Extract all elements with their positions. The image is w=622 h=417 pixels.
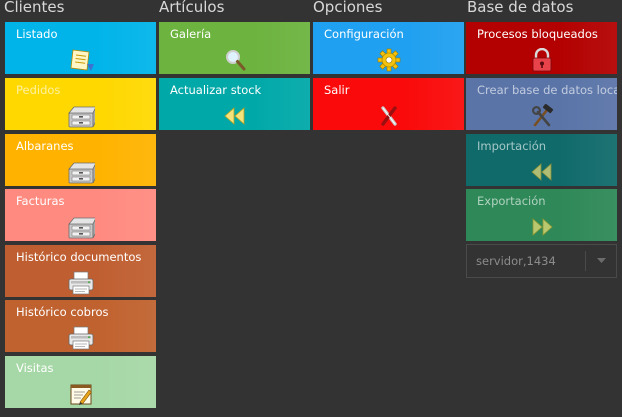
tile-shade [96, 134, 156, 186]
archive-drawer-icon [67, 215, 95, 239]
header-base-de-datos: Base de datos [467, 0, 574, 16]
header-opciones: Opciones [313, 0, 383, 16]
header-articulos: Artículos [159, 0, 225, 16]
padlock-icon [528, 48, 556, 72]
tools-icon [528, 104, 556, 128]
archive-drawer-icon [67, 160, 95, 184]
salir-tile[interactable]: Salir [313, 78, 464, 130]
tile-shade [404, 22, 464, 74]
header-clientes: Clientes [4, 0, 65, 16]
configuracion-label: Configuración [324, 27, 404, 41]
listado-label: Listado [16, 27, 58, 41]
actualizar-stock-label: Actualizar stock [170, 83, 262, 97]
facturas-label: Facturas [16, 194, 65, 208]
listado-tile[interactable]: Listado [5, 22, 156, 74]
gear-icon [375, 48, 403, 72]
fast-forward-icon [528, 215, 556, 239]
tile-shade [404, 78, 464, 130]
tile-shade [96, 356, 156, 408]
archive-drawer-icon [67, 104, 95, 128]
galeria-label: Galería [170, 27, 212, 41]
tile-shade [557, 134, 617, 186]
chevron-down-icon[interactable] [586, 245, 616, 277]
visitas-label: Visitas [16, 361, 54, 375]
historico-cobros-label: Histórico cobros [16, 305, 109, 319]
salir-label: Salir [324, 83, 350, 97]
pedidos-tile[interactable]: Pedidos [5, 78, 156, 130]
tile-shade [96, 22, 156, 74]
tile-shade [250, 22, 310, 74]
actualizar-stock-tile[interactable]: Actualizar stock [159, 78, 310, 130]
printer-icon [67, 271, 95, 295]
tile-shade [250, 78, 310, 130]
tile-shade [557, 78, 617, 130]
galeria-tile[interactable]: Galería [159, 22, 310, 74]
pedidos-label: Pedidos [16, 83, 61, 97]
tile-shade [557, 189, 617, 241]
servidor-combobox[interactable]: servidor,1434 [466, 244, 617, 278]
tile-shade [96, 300, 156, 352]
albaranes-tile[interactable]: Albaranes [5, 134, 156, 186]
notepad-pencil-icon [67, 382, 95, 406]
tile-shade [96, 78, 156, 130]
crear-base-local-tile[interactable]: Crear base de datos local [466, 78, 617, 130]
magnifier-icon [221, 48, 249, 72]
rewind-icon [221, 104, 249, 128]
historico-documentos-tile[interactable]: Histórico documentos [5, 245, 156, 297]
tile-shade [557, 22, 617, 74]
rewind-icon [528, 160, 556, 184]
crear-base-local-label: Crear base de datos local [477, 83, 617, 97]
historico-documentos-label: Histórico documentos [16, 250, 142, 264]
exit-x-icon [375, 104, 403, 128]
tile-shade [96, 189, 156, 241]
facturas-tile[interactable]: Facturas [5, 189, 156, 241]
importacion-tile[interactable]: Importación [466, 134, 617, 186]
importacion-label: Importación [477, 139, 547, 153]
list-document-icon [67, 48, 95, 72]
procesos-bloqueados-label: Procesos bloqueados [477, 27, 598, 41]
historico-cobros-tile[interactable]: Histórico cobros [5, 300, 156, 352]
configuracion-tile[interactable]: Configuración [313, 22, 464, 74]
procesos-bloqueados-tile[interactable]: Procesos bloqueados [466, 22, 617, 74]
combobox-separator [585, 251, 586, 271]
servidor-value: servidor,1434 [476, 254, 556, 268]
printer-icon [67, 326, 95, 350]
exportacion-tile[interactable]: Exportación [466, 189, 617, 241]
tile-shade [96, 245, 156, 297]
exportacion-label: Exportación [477, 194, 546, 208]
visitas-tile[interactable]: Visitas [5, 356, 156, 408]
albaranes-label: Albaranes [16, 139, 74, 153]
